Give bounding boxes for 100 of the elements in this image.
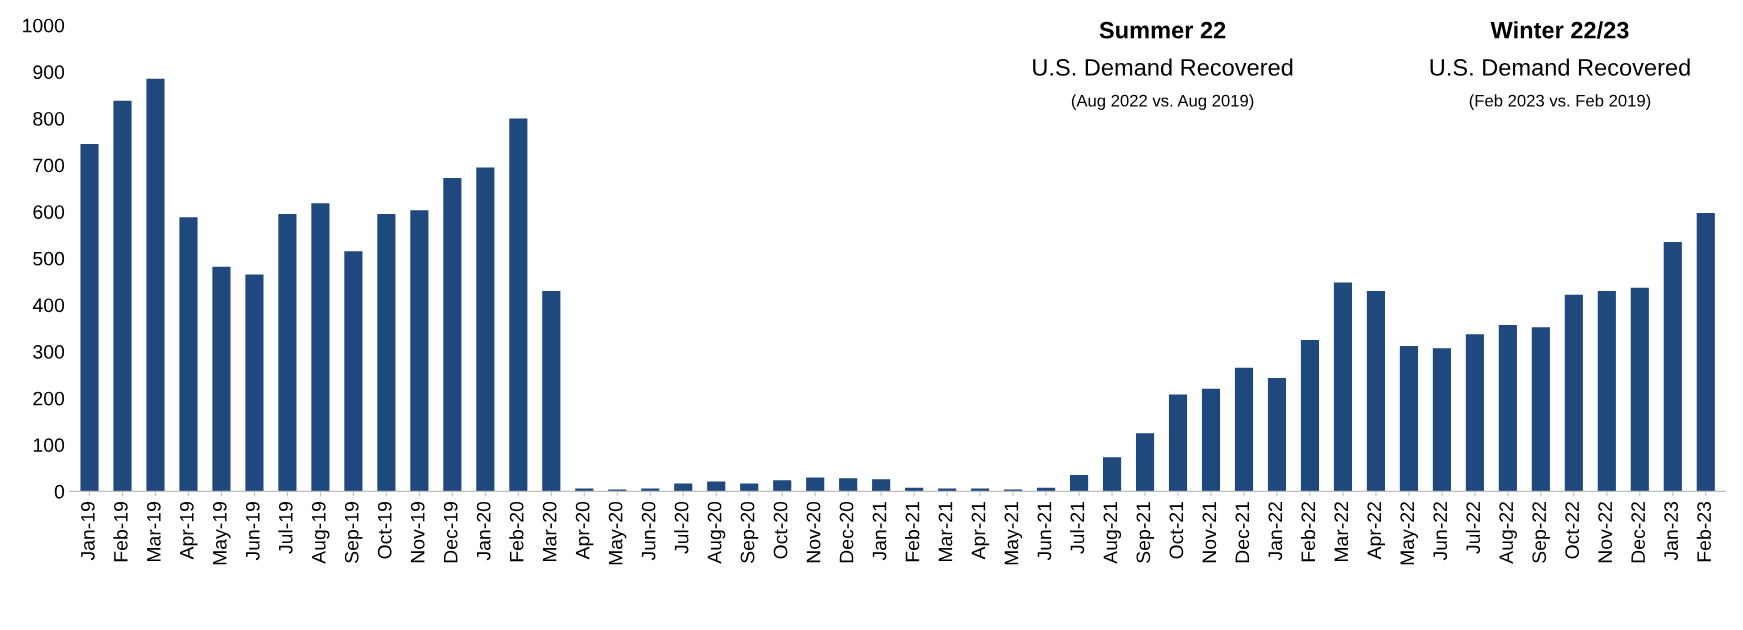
x-tick-label: Aug-21 bbox=[1103, 502, 1122, 564]
y-tick-label: 1000 bbox=[23, 18, 65, 33]
bar bbox=[1498, 324, 1517, 492]
x-tick-label: Dec-20 bbox=[839, 501, 854, 563]
bar bbox=[1399, 345, 1418, 492]
y-tick-label: 600 bbox=[33, 205, 65, 219]
bar bbox=[377, 214, 396, 492]
x-tick-label: Nov-21 bbox=[1202, 502, 1217, 563]
y-tick-label: 200 bbox=[33, 391, 65, 406]
x-tick-label: Dec-19 bbox=[443, 502, 458, 563]
bar bbox=[1465, 334, 1484, 492]
bar bbox=[1597, 290, 1616, 492]
annotation: U.S. Demand Recovered bbox=[1430, 58, 1690, 76]
x-tick-label: May-22 bbox=[1400, 502, 1418, 565]
bar bbox=[1234, 367, 1254, 492]
bar bbox=[1135, 433, 1155, 492]
x-tick-label: Sep-22 bbox=[1532, 502, 1550, 563]
x-tick-label: Feb-23 bbox=[1696, 501, 1711, 562]
annotation: U.S. Demand Recovered bbox=[1033, 58, 1293, 76]
bar bbox=[1168, 394, 1188, 492]
bar bbox=[872, 479, 891, 492]
bar bbox=[344, 251, 363, 492]
bar bbox=[509, 118, 528, 492]
x-tick-label: Feb-21 bbox=[905, 502, 920, 562]
x-tick-label: Jun-19 bbox=[245, 502, 260, 561]
x-tick-label: Jan-19 bbox=[80, 502, 95, 561]
x-tick-label: Mar-22 bbox=[1334, 502, 1349, 562]
bar bbox=[1696, 213, 1715, 492]
x-tick-label: Oct-20 bbox=[773, 501, 788, 559]
bar bbox=[80, 144, 99, 492]
bar bbox=[1564, 294, 1583, 492]
x-tick-label: Dec-21 bbox=[1235, 502, 1250, 563]
bar bbox=[542, 290, 561, 492]
bar bbox=[1366, 290, 1385, 492]
x-tick-label: Apr-21 bbox=[971, 502, 990, 560]
x-tick-label: Nov-20 bbox=[806, 501, 821, 563]
bar bbox=[278, 214, 297, 492]
x-tick-label: Oct-21 bbox=[1169, 502, 1184, 559]
y-tick-label: 800 bbox=[33, 111, 65, 126]
x-tick-label: Jan-20 bbox=[476, 501, 491, 561]
x-tick-label: Jul-22 bbox=[1465, 502, 1481, 554]
bar bbox=[311, 203, 330, 492]
annotation: (Feb 2023 vs. Feb 2019) bbox=[1469, 94, 1651, 110]
x-tick-label: May-21 bbox=[1004, 502, 1023, 565]
x-tick-label: Mar-21 bbox=[938, 502, 953, 562]
x-tick-label: Jan-21 bbox=[872, 502, 887, 561]
x-tick-label: Jun-21 bbox=[1037, 502, 1052, 561]
y-tick-label: 400 bbox=[32, 298, 65, 313]
y-tick-label: 900 bbox=[33, 65, 65, 80]
y-tick-label: 0 bbox=[54, 484, 65, 499]
x-tick-label: Jun-20 bbox=[641, 501, 656, 561]
x-tick-label: Jun-22 bbox=[1433, 502, 1448, 561]
bar bbox=[740, 483, 759, 492]
bar bbox=[410, 210, 429, 492]
x-tick-label: Apr-22 bbox=[1367, 502, 1385, 560]
bar bbox=[1069, 475, 1089, 492]
annotation: Summer 22 bbox=[1099, 21, 1226, 39]
x-tick-label: Mar-20 bbox=[542, 501, 557, 562]
x-tick-label: Apr-19 bbox=[179, 502, 198, 560]
bar bbox=[113, 100, 132, 492]
x-tick-label: Feb-19 bbox=[113, 502, 128, 562]
y-tick-label: 500 bbox=[33, 251, 65, 266]
annotation: (Aug 2022 vs. Aug 2019) bbox=[1071, 94, 1254, 110]
x-tick-label: Jan-22 bbox=[1268, 502, 1283, 561]
bar bbox=[1102, 457, 1122, 492]
x-tick-label: Feb-22 bbox=[1300, 502, 1316, 562]
x-tick-label: May-19 bbox=[212, 502, 231, 565]
x-tick-label: Aug-20 bbox=[707, 501, 726, 564]
x-tick-label: Sep-20 bbox=[740, 501, 759, 563]
x-tick-label: Aug-22 bbox=[1499, 502, 1517, 564]
bar bbox=[674, 483, 693, 492]
bar bbox=[443, 178, 462, 492]
x-tick-label: Jul-21 bbox=[1070, 502, 1085, 554]
bar bbox=[1267, 378, 1287, 492]
x-tick-label: Jan-23 bbox=[1664, 501, 1679, 561]
bar bbox=[245, 274, 264, 492]
x-tick-label: Sep-19 bbox=[344, 502, 363, 563]
bar bbox=[1630, 287, 1649, 492]
bar bbox=[806, 477, 825, 492]
bar bbox=[1333, 282, 1353, 492]
x-tick-label: Dec-22 bbox=[1631, 502, 1646, 563]
x-tick-label: May-20 bbox=[608, 501, 627, 565]
bar bbox=[476, 167, 495, 492]
x-tick-label: Apr-20 bbox=[575, 501, 594, 560]
x-tick-label: Nov-22 bbox=[1598, 502, 1613, 563]
bar bbox=[1432, 348, 1451, 492]
x-tick-label: Jul-20 bbox=[674, 501, 689, 554]
y-tick-label: 700 bbox=[33, 158, 65, 173]
y-tick-label: 100 bbox=[33, 438, 65, 453]
bar bbox=[1663, 241, 1682, 492]
x-tick-label: Nov-19 bbox=[410, 502, 425, 563]
annotation: Winter 22/23 bbox=[1490, 21, 1629, 39]
bar bbox=[146, 78, 165, 492]
bar bbox=[773, 480, 792, 492]
x-tick-label: Sep-21 bbox=[1136, 502, 1155, 563]
bar bbox=[707, 481, 726, 492]
bar bbox=[179, 217, 198, 492]
x-tick-label: Mar-19 bbox=[146, 502, 161, 562]
bar bbox=[1531, 327, 1550, 492]
x-tick-label: Feb-20 bbox=[509, 501, 524, 562]
